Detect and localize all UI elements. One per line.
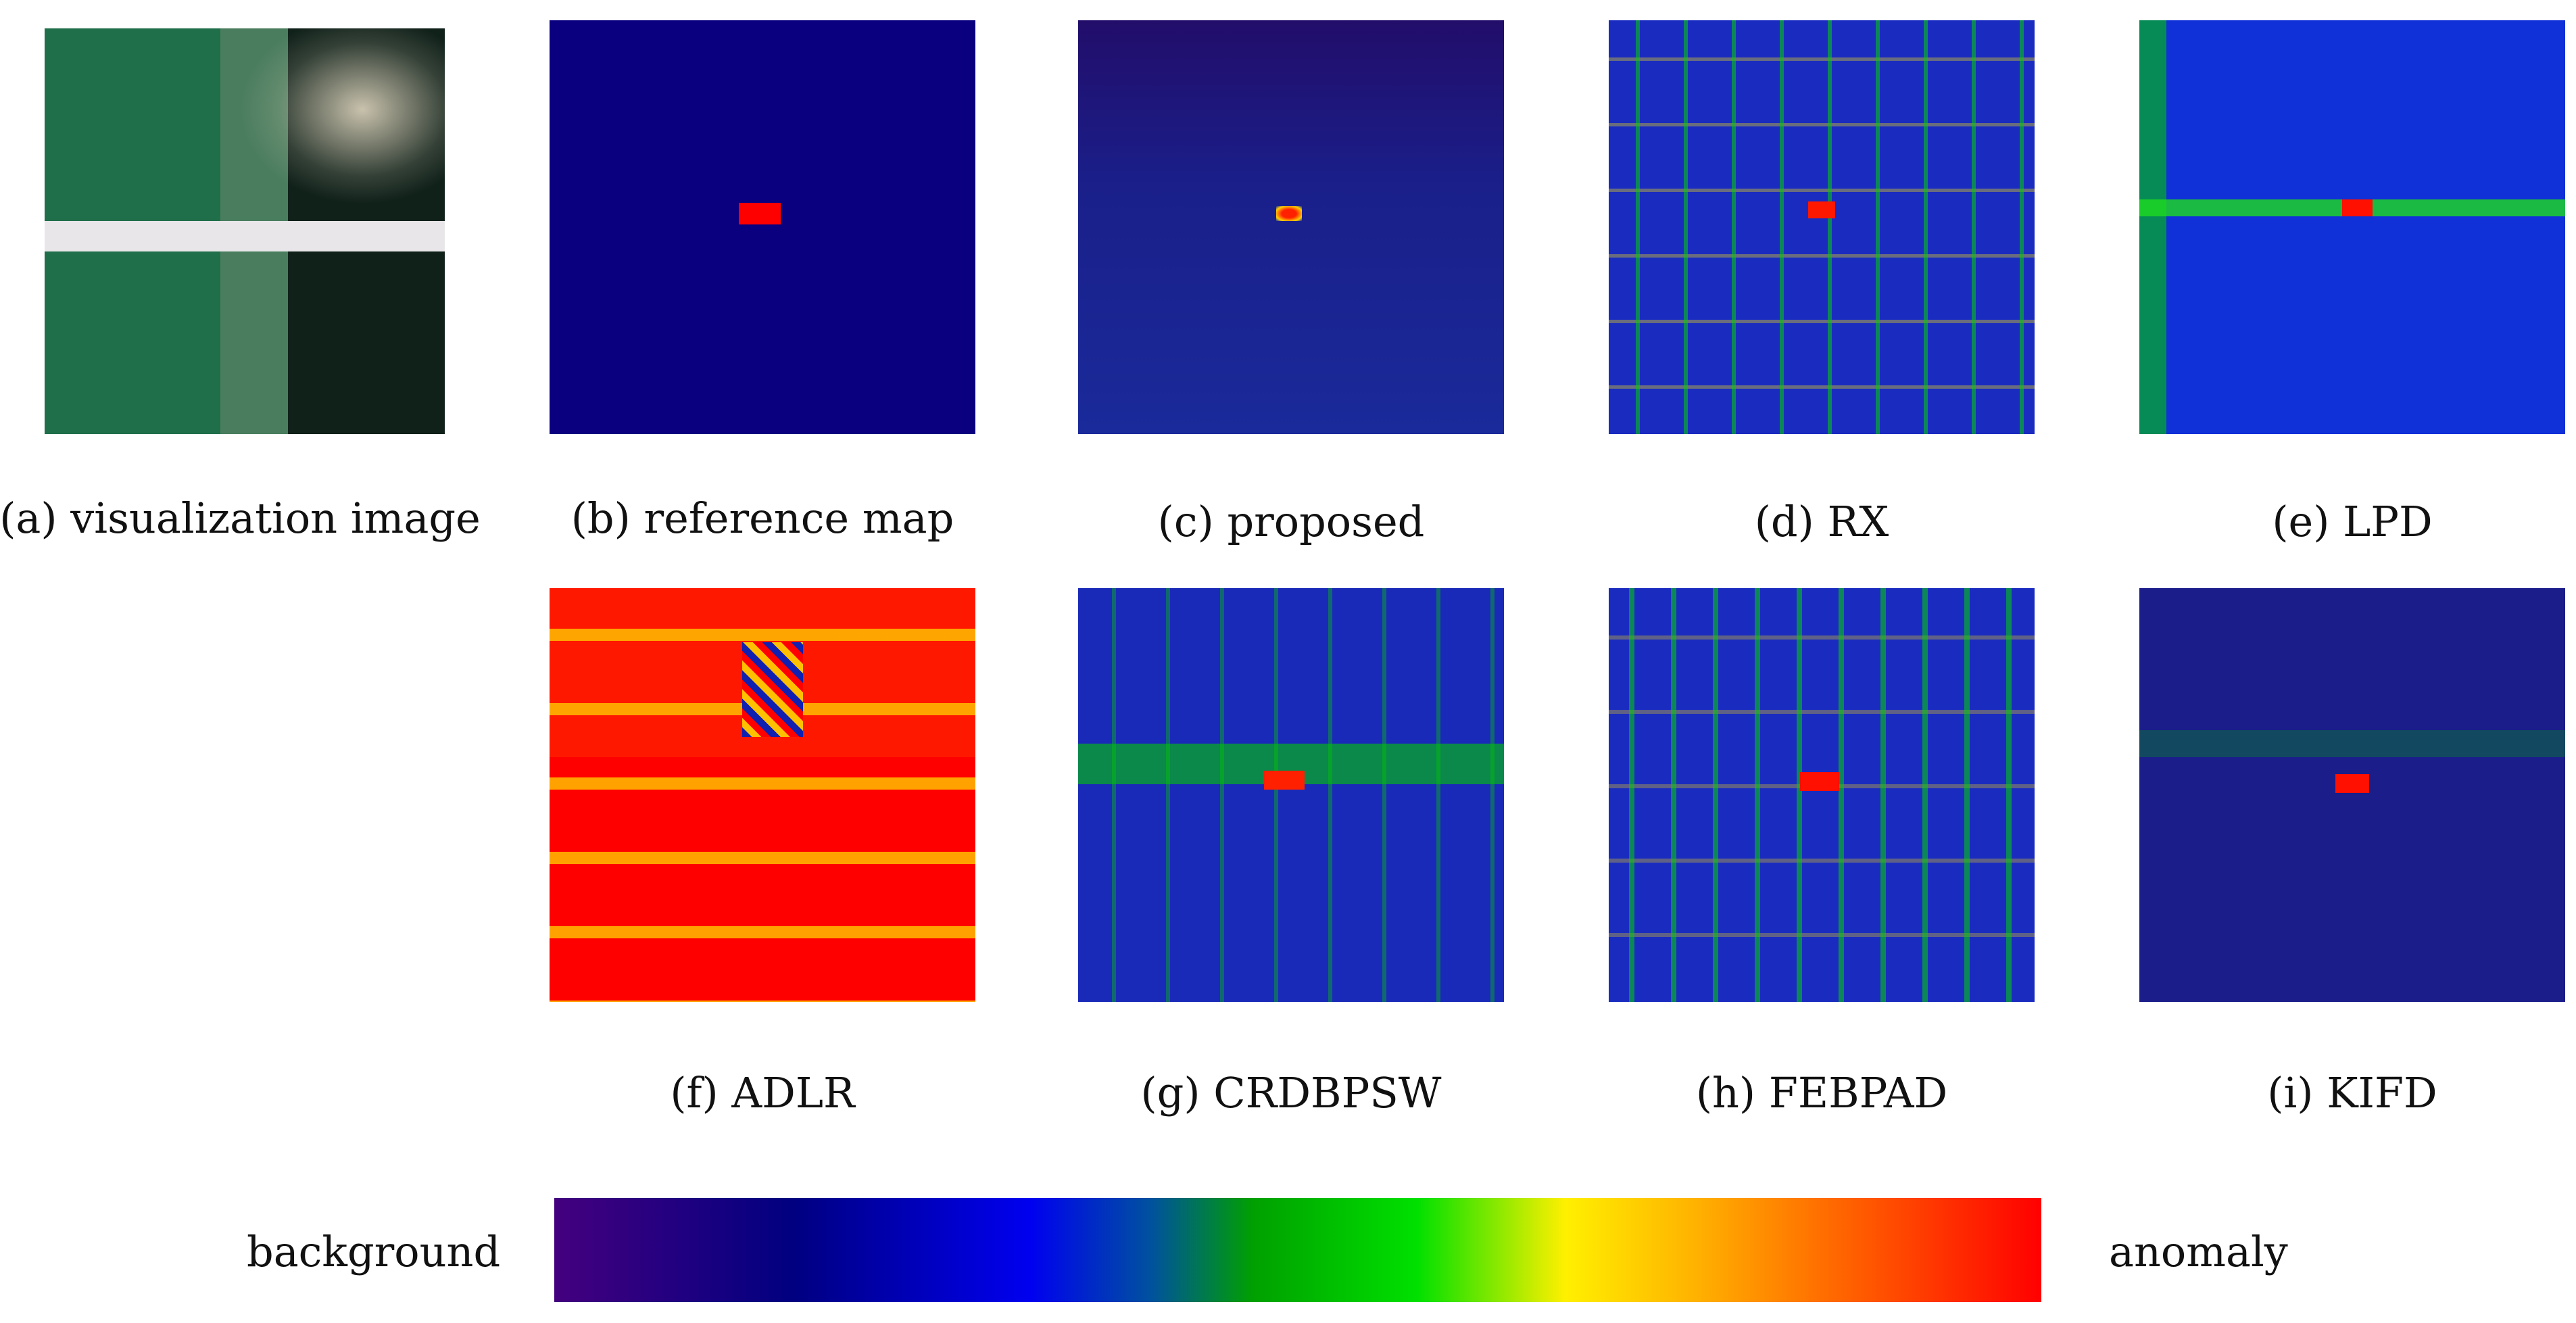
kifd-result-map [2139, 588, 2565, 1002]
reference-map [550, 20, 975, 434]
visualization-image [45, 28, 445, 434]
anomaly-target [1800, 772, 1839, 791]
colorbar-label-anomaly: anomaly [2109, 1227, 2288, 1276]
crdbpsw-result-map [1078, 588, 1504, 1002]
caption-e: (e) LPD [2272, 497, 2433, 546]
caption-i: (i) KIFD [2267, 1068, 2437, 1117]
anomaly-target [2342, 199, 2373, 216]
caption-c: (c) proposed [1157, 497, 1425, 546]
caption-f: (f) ADLR [670, 1068, 855, 1117]
caption-a: (a) visualization image [0, 494, 481, 543]
proposed-result-map [1078, 20, 1504, 434]
caption-d: (d) RX [1754, 497, 1889, 546]
anomaly-target [2335, 774, 2369, 793]
lpd-result-map [2139, 20, 2565, 434]
rx-result-map [1609, 20, 2035, 434]
colorbar-label-background: background [247, 1227, 501, 1276]
dark-region [742, 642, 803, 737]
anomaly-target [739, 203, 781, 224]
febpad-result-map [1609, 588, 2035, 1002]
caption-h: (h) FEBPAD [1695, 1068, 1948, 1117]
anomaly-target [1264, 771, 1305, 790]
anomaly-target [1808, 201, 1835, 218]
colorbar [554, 1198, 2041, 1302]
anomaly-target [1276, 206, 1302, 221]
adlr-result-map [550, 588, 975, 1002]
caption-g: (g) CRDBPSW [1140, 1068, 1442, 1117]
caption-b: (b) reference map [570, 494, 954, 543]
